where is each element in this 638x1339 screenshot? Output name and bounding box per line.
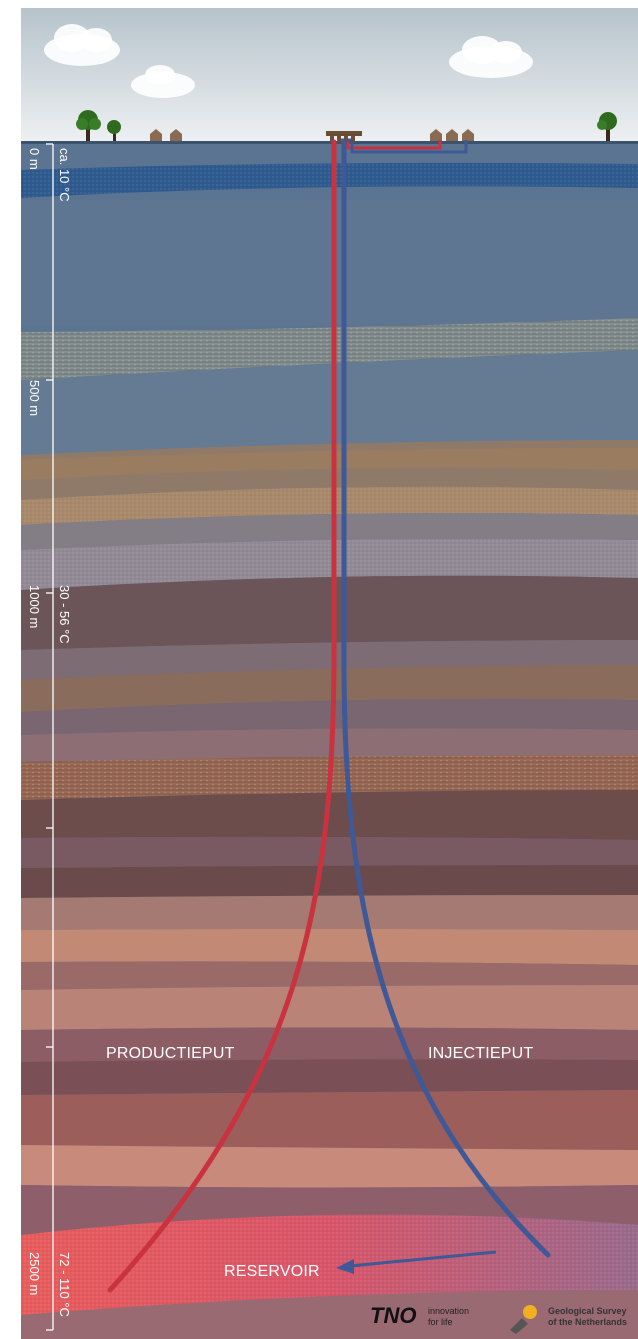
gsn-emblem-icon bbox=[523, 1305, 537, 1319]
temperature-reservoir: 72 - 110 °C bbox=[57, 1252, 72, 1317]
production-well bbox=[107, 139, 337, 1293]
tree-icon bbox=[597, 112, 617, 141]
depth-label-2500: 2500 m bbox=[27, 1252, 42, 1295]
tree-icon bbox=[76, 110, 101, 141]
wellhead-icon bbox=[326, 131, 362, 142]
cloud-icon bbox=[449, 36, 533, 78]
tree-icon bbox=[107, 120, 121, 141]
gsn-name-2: of the Netherlands bbox=[548, 1317, 627, 1327]
house-icon bbox=[150, 129, 182, 141]
tno-tagline-1: innovation bbox=[428, 1306, 469, 1316]
tno-logo-mark: TNO bbox=[370, 1303, 416, 1328]
reservoir-label: RESERVOIR bbox=[224, 1263, 320, 1280]
tno-tagline-2: for life bbox=[428, 1317, 453, 1327]
depth-label-1000: 1000 m bbox=[27, 585, 42, 628]
flow-arrow bbox=[336, 1250, 497, 1274]
depth-label-0: 0 m bbox=[27, 148, 42, 170]
production-well-label: PRODUCTIEPUT bbox=[106, 1045, 235, 1062]
sky bbox=[21, 8, 638, 144]
subsurface-layers bbox=[21, 143, 638, 1339]
depth-scale bbox=[46, 143, 54, 1331]
tno-logo: TNO innovation for life bbox=[370, 1303, 469, 1328]
depth-label-500: 500 m bbox=[27, 380, 42, 416]
cloud-icon bbox=[131, 65, 195, 98]
cloud-icon bbox=[44, 24, 120, 66]
injection-surface-pipe bbox=[342, 138, 468, 154]
injection-well bbox=[341, 139, 551, 1258]
gsn-name-1: Geological Survey bbox=[548, 1306, 627, 1316]
house-icon bbox=[430, 129, 474, 141]
temperature-surface: ca. 10 °C bbox=[57, 148, 72, 202]
gsn-logo: Geological Survey of the Netherlands bbox=[510, 1305, 627, 1334]
injection-well-label: INJECTIEPUT bbox=[428, 1045, 533, 1062]
temperature-mid: 30 - 56 °C bbox=[57, 585, 72, 644]
